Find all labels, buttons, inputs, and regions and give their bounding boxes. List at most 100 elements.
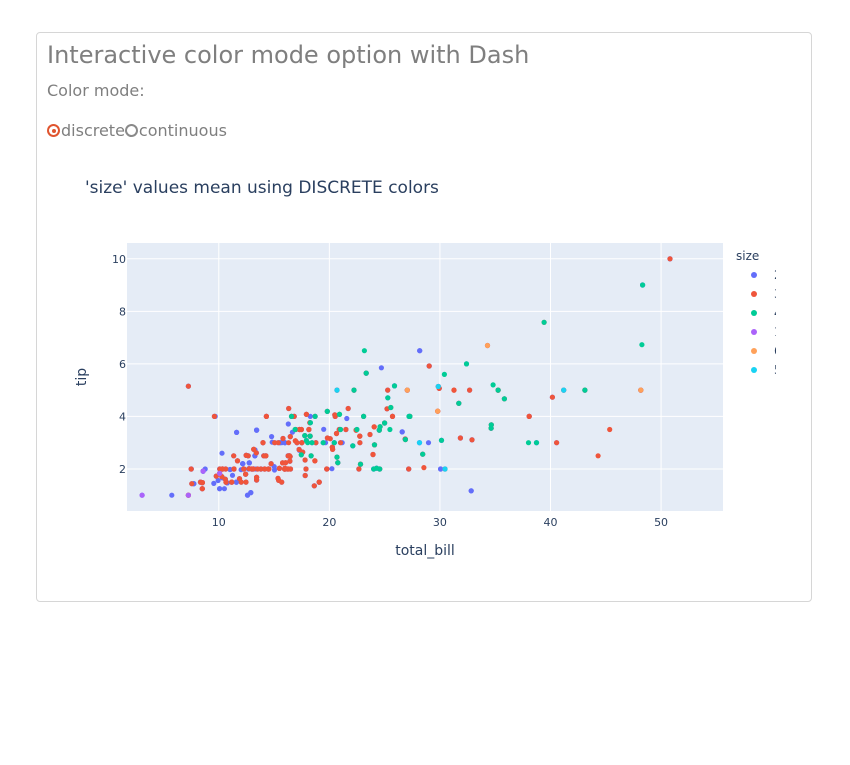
data-point-size-3 bbox=[302, 472, 308, 479]
data-point-size-3 bbox=[260, 440, 266, 446]
data-point-size-4 bbox=[308, 453, 314, 459]
data-point-size-2 bbox=[425, 440, 432, 446]
data-point-size-3 bbox=[299, 440, 305, 446]
data-point-size-3 bbox=[298, 426, 304, 433]
data-point-size-4 bbox=[371, 442, 378, 448]
data-point-size-3 bbox=[356, 466, 362, 472]
data-point-size-4 bbox=[495, 387, 501, 393]
radio-unchecked-icon[interactable] bbox=[124, 124, 138, 137]
legend-label: 4 bbox=[774, 306, 776, 320]
data-point-size-2 bbox=[378, 365, 384, 371]
radio-label-discrete: discrete bbox=[61, 121, 125, 140]
data-point-size-2 bbox=[219, 450, 225, 456]
data-point-size-3 bbox=[287, 434, 293, 440]
data-point-size-4 bbox=[391, 383, 398, 389]
data-point-size-4 bbox=[639, 342, 645, 348]
plot-area[interactable] bbox=[127, 243, 723, 511]
data-point-size-4 bbox=[501, 396, 507, 402]
data-point-size-2 bbox=[307, 413, 313, 419]
data-point-size-6 bbox=[404, 387, 410, 393]
data-point-size-2 bbox=[246, 460, 252, 466]
data-point-size-3 bbox=[667, 256, 673, 262]
data-point-size-2 bbox=[234, 429, 240, 435]
y-tick-label: 4 bbox=[119, 410, 126, 423]
data-point-size-3 bbox=[426, 363, 432, 369]
data-point-size-4 bbox=[305, 440, 311, 446]
legend-item-1[interactable]: 1 bbox=[751, 325, 776, 339]
data-point-size-2 bbox=[217, 486, 223, 492]
y-axis-label: tip bbox=[74, 368, 90, 386]
x-tick-label: 40 bbox=[544, 516, 558, 529]
data-point-size-2 bbox=[417, 348, 423, 354]
data-point-size-4 bbox=[525, 440, 532, 446]
data-point-size-3 bbox=[467, 387, 473, 393]
data-point-size-3 bbox=[296, 446, 302, 453]
data-point-size-3 bbox=[249, 466, 255, 472]
data-point-size-1 bbox=[217, 470, 223, 476]
data-point-size-6 bbox=[638, 387, 644, 393]
data-point-size-3 bbox=[234, 458, 241, 464]
data-point-size-5 bbox=[561, 387, 567, 393]
color-mode-label: Color mode: bbox=[47, 81, 145, 100]
data-point-size-3 bbox=[268, 461, 274, 467]
legend[interactable]: size 2 3 4 1 6 5 bbox=[736, 249, 776, 377]
data-point-size-3 bbox=[219, 466, 225, 472]
legend-item-5[interactable]: 5 bbox=[751, 363, 776, 377]
data-point-size-3 bbox=[324, 466, 330, 472]
data-point-size-4 bbox=[640, 282, 646, 288]
data-point-size-3 bbox=[457, 435, 463, 441]
data-point-size-3 bbox=[199, 486, 205, 492]
legend-item-2[interactable]: 2 bbox=[751, 268, 776, 282]
data-point-size-3 bbox=[303, 466, 309, 472]
data-point-size-4 bbox=[407, 413, 413, 419]
legend-marker bbox=[751, 348, 757, 354]
legend-marker bbox=[751, 291, 757, 297]
legend-item-6[interactable]: 6 bbox=[751, 344, 776, 358]
data-point-size-4 bbox=[336, 411, 343, 417]
data-point-size-3 bbox=[302, 457, 308, 463]
data-point-size-4 bbox=[292, 426, 298, 433]
data-point-size-3 bbox=[251, 446, 257, 452]
data-point-size-3 bbox=[607, 426, 613, 433]
data-point-size-4 bbox=[371, 466, 377, 472]
data-point-size-1 bbox=[200, 468, 206, 474]
data-point-size-4 bbox=[357, 461, 364, 467]
data-point-size-2 bbox=[468, 488, 474, 494]
data-point-size-3 bbox=[255, 466, 261, 472]
data-point-size-3 bbox=[345, 405, 351, 412]
data-point-size-4 bbox=[335, 460, 341, 466]
data-point-size-2 bbox=[233, 479, 239, 485]
data-point-size-3 bbox=[188, 466, 194, 472]
data-point-size-4 bbox=[331, 440, 337, 446]
data-point-size-4 bbox=[324, 408, 330, 414]
y-tick-label: 8 bbox=[119, 305, 126, 318]
data-point-size-3 bbox=[286, 440, 292, 446]
legend-item-3[interactable]: 3 bbox=[751, 287, 776, 301]
data-point-size-4 bbox=[302, 433, 308, 439]
radio-checked-icon[interactable] bbox=[47, 124, 60, 137]
data-point-size-3 bbox=[243, 479, 249, 485]
data-point-size-3 bbox=[263, 413, 269, 419]
data-point-size-3 bbox=[272, 440, 278, 446]
radio-option-discrete[interactable]: discrete bbox=[47, 121, 125, 140]
data-point-size-4 bbox=[490, 382, 496, 388]
data-point-size-2 bbox=[344, 415, 350, 422]
data-point-size-4 bbox=[387, 426, 393, 433]
legend-label: 6 bbox=[774, 344, 776, 358]
data-point-size-3 bbox=[595, 453, 601, 459]
data-point-size-3 bbox=[333, 430, 340, 437]
data-point-size-2 bbox=[240, 461, 246, 467]
data-point-size-1 bbox=[185, 492, 191, 498]
data-point-size-3 bbox=[211, 413, 217, 419]
data-point-size-4 bbox=[337, 426, 344, 433]
data-point-size-3 bbox=[406, 466, 412, 472]
radio-option-continuous[interactable]: continuous bbox=[124, 121, 227, 140]
scatter-chart[interactable]: 'size' values mean using DISCRETE colors… bbox=[36, 160, 776, 560]
data-point-size-3 bbox=[329, 444, 335, 450]
data-point-size-4 bbox=[312, 413, 318, 419]
data-point-size-3 bbox=[371, 424, 377, 430]
data-point-size-3 bbox=[275, 440, 281, 446]
data-point-size-3 bbox=[312, 458, 318, 464]
legend-item-4[interactable]: 4 bbox=[751, 306, 776, 320]
data-point-size-3 bbox=[229, 479, 235, 485]
